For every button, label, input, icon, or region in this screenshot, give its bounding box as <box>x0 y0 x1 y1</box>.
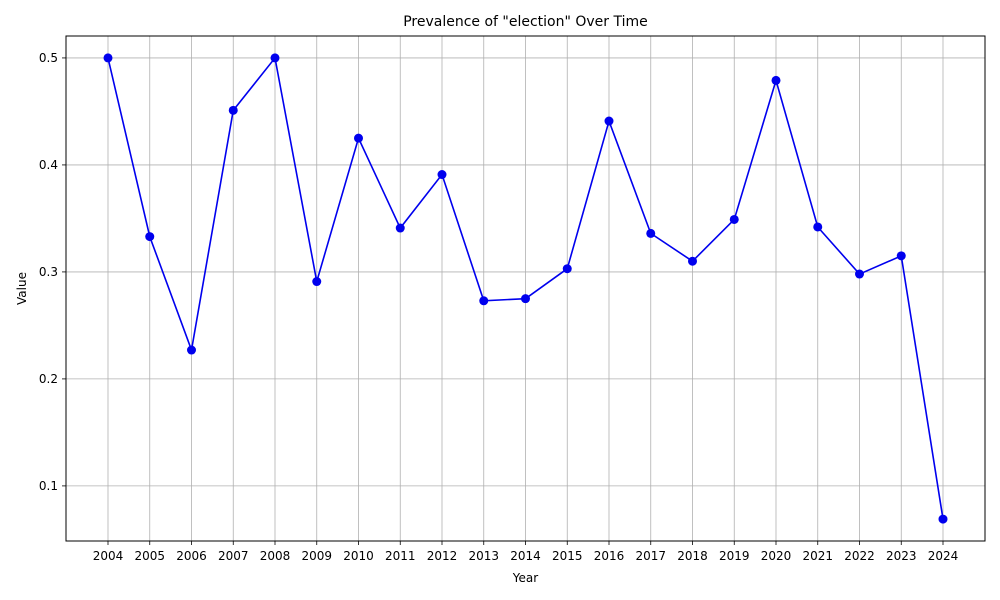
data-point <box>437 170 447 180</box>
chart-title: Prevalence of "election" Over Time <box>403 14 648 30</box>
x-tick-label: 2017 <box>635 549 666 563</box>
x-tick-label: 2007 <box>218 549 249 563</box>
y-tick-label: 0.4 <box>39 158 58 172</box>
data-point <box>771 75 781 85</box>
x-tick-label: 2016 <box>594 549 625 563</box>
x-tick-label: 2010 <box>343 549 374 563</box>
y-tick-label: 0.2 <box>39 372 58 386</box>
x-tick-label: 2015 <box>552 549 583 563</box>
grid <box>66 36 985 541</box>
x-tick-label: 2009 <box>301 549 332 563</box>
data-point <box>354 133 363 143</box>
data-point <box>312 277 322 287</box>
data-point <box>896 251 906 261</box>
x-tick-label: 2019 <box>719 549 750 563</box>
x-tick-label: 2018 <box>677 549 708 563</box>
data-point <box>270 53 280 63</box>
data-point <box>395 223 405 233</box>
data-point <box>562 264 572 274</box>
data-point <box>187 345 196 355</box>
data-point <box>813 222 823 232</box>
data-point <box>646 228 656 238</box>
data-point <box>145 232 155 242</box>
x-tick-label: 2004 <box>93 549 124 563</box>
x-tick-label: 2024 <box>928 549 959 563</box>
series <box>103 53 948 524</box>
data-point <box>521 294 530 304</box>
data-point <box>729 214 739 224</box>
data-point <box>938 514 948 524</box>
data-point <box>688 256 697 266</box>
x-tick-label: 2014 <box>510 549 541 563</box>
x-tick-label: 2021 <box>802 549 833 563</box>
data-point <box>479 296 489 306</box>
x-tick-label: 2022 <box>844 549 875 563</box>
x-tick-label: 2008 <box>260 549 291 563</box>
y-axis-label: Value <box>15 272 29 305</box>
x-tick-label: 2020 <box>761 549 792 563</box>
data-point <box>855 269 864 279</box>
data-point <box>604 116 614 126</box>
y-tick-label: 0.3 <box>39 265 58 279</box>
x-tick-label: 2023 <box>886 549 917 563</box>
x-tick-label: 2011 <box>385 549 416 563</box>
x-tick-label: 2006 <box>176 549 207 563</box>
y-tick-label: 0.1 <box>39 479 58 493</box>
y-tick-label: 0.5 <box>39 51 58 65</box>
y-axis: 0.1 0.2 0.3 0.4 0.5 <box>39 51 66 493</box>
data-point <box>103 53 113 63</box>
x-tick-label: 2012 <box>427 549 458 563</box>
x-tick-label: 2005 <box>134 549 165 563</box>
x-axis-label: Year <box>512 571 538 585</box>
x-tick-label: 2013 <box>468 549 499 563</box>
data-point <box>228 105 238 115</box>
x-axis: 2004 2005 2006 2007 2008 2009 2010 2011 2012 2013… <box>93 541 959 563</box>
